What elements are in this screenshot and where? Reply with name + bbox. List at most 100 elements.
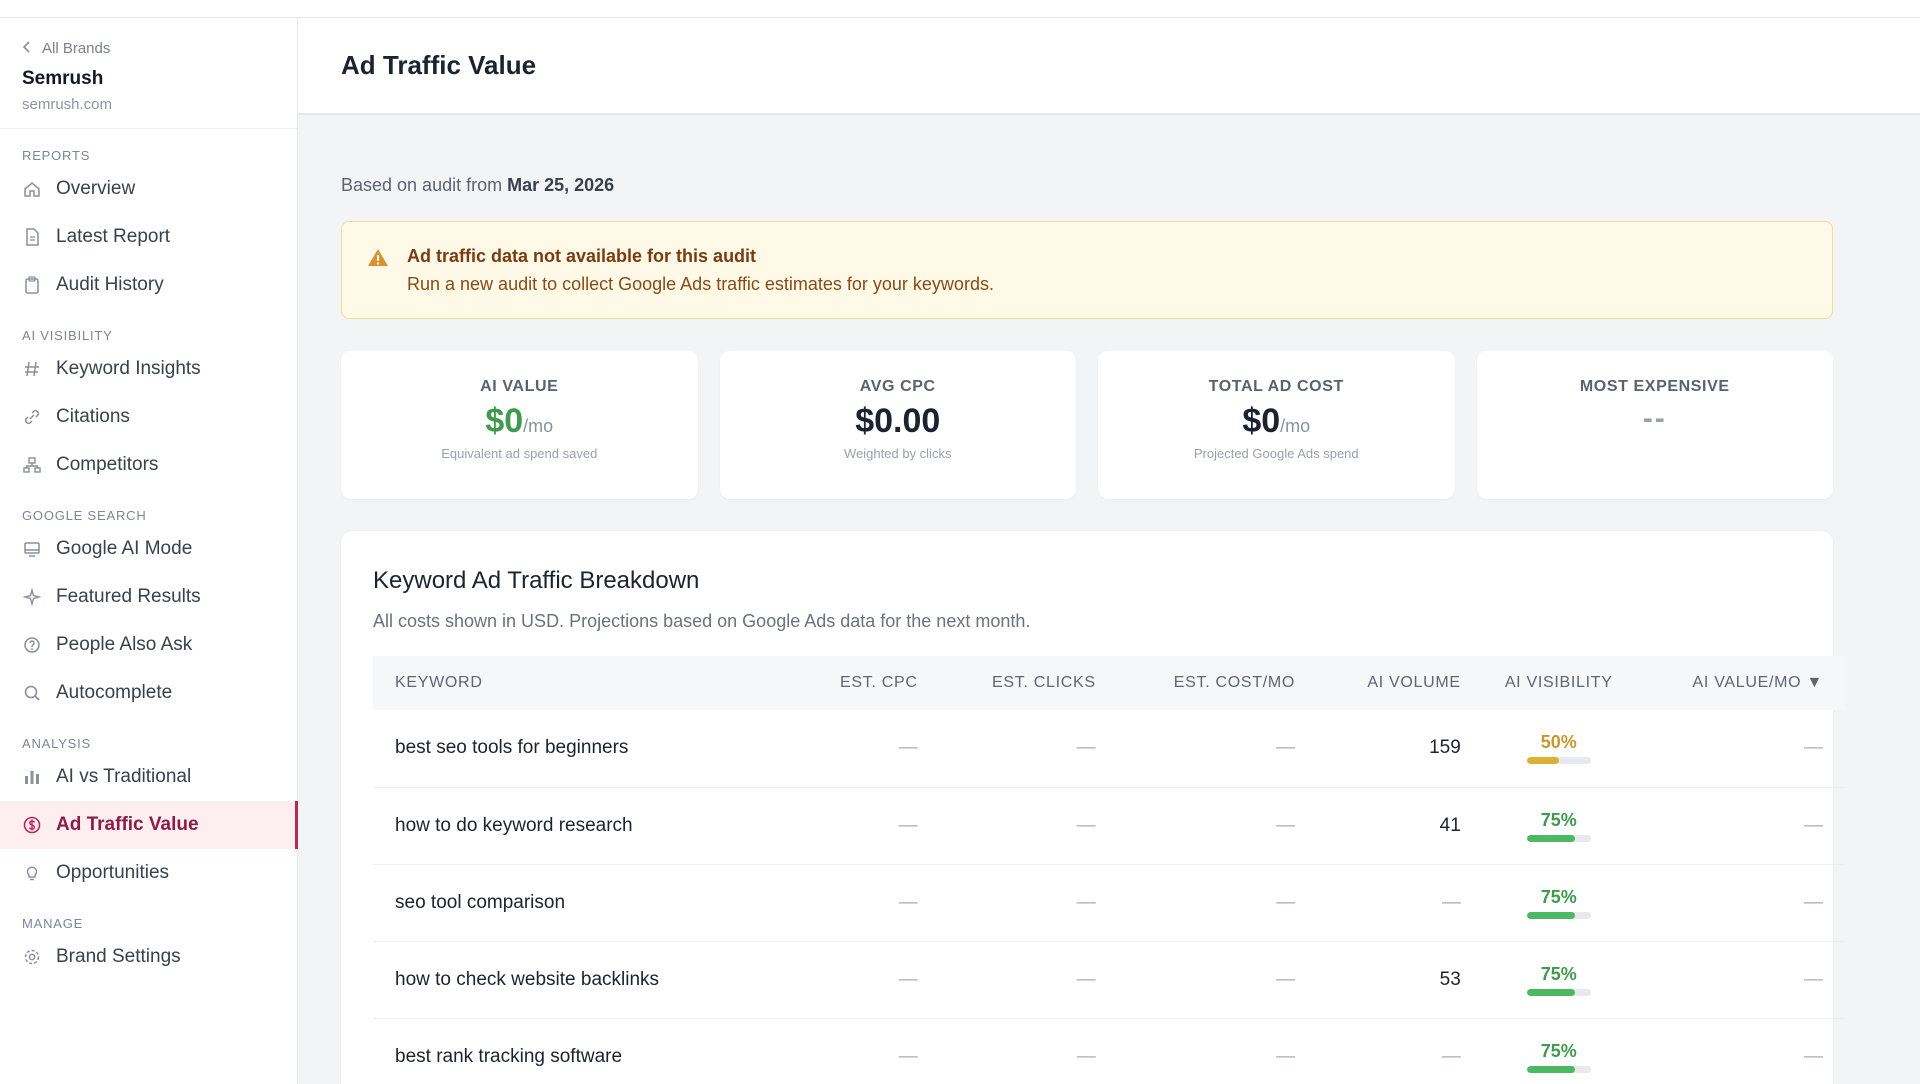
stat-card-avg-cpc: AVG CPC $0.00 Weighted by clicks: [719, 351, 1076, 499]
all-brands-link[interactable]: All Brands: [22, 38, 275, 58]
main-content: Ad Traffic Value Based on audit from Mar…: [298, 18, 1920, 1084]
cell-keyword: best seo tools for beginners: [395, 737, 629, 759]
sidebar-item-label: Audit History: [56, 274, 164, 295]
sidebar-item-label: Competitors: [56, 454, 159, 475]
sidebar-item-label: Opportunities: [56, 862, 170, 883]
stat-unit: /mo: [523, 416, 554, 436]
sidebar-item-keyword-insights[interactable]: Keyword Insights: [0, 345, 297, 393]
sidebar: All Brands Semrush semrush.com REPORTS Ov…: [0, 18, 298, 1084]
visibility-percent: 75%: [1540, 809, 1577, 830]
nav-section: GOOGLE SEARCH Google AI Mode Featured Resu…: [0, 507, 297, 717]
search-icon: [22, 683, 42, 703]
cell-visibility: 50%: [1483, 710, 1635, 787]
sidebar-item-citations[interactable]: Citations: [0, 393, 297, 441]
content-area: Based on audit from Mar 25, 2026 Ad traf…: [298, 175, 1876, 1084]
visibility-percent: 50%: [1540, 732, 1577, 753]
visibility-meter: 75%: [1526, 887, 1591, 919]
nav-section-title: REPORTS: [22, 148, 91, 163]
cell-cost: —: [1276, 737, 1296, 759]
sidebar-item-label: Autocomplete: [56, 682, 173, 703]
col-est-cpc[interactable]: EST. CPC: [840, 674, 918, 691]
cell-visibility: 75%: [1483, 787, 1635, 864]
cell-cost: —: [1276, 968, 1296, 990]
table-row[interactable]: best seo tools for beginners — — — 159 50% —: [373, 710, 1845, 787]
stat-value-wrap: $0/mo: [1242, 402, 1310, 442]
sidebar-item-label: Featured Results: [56, 586, 201, 607]
visibility-bar: [1526, 988, 1591, 996]
stat-value-wrap: $0.00: [855, 402, 940, 442]
stat-label: TOTAL AD COST: [1208, 378, 1344, 395]
col-ai-value[interactable]: AI VALUE/MO ▼: [1692, 674, 1823, 691]
sidebar-item-brand-settings[interactable]: Brand Settings: [0, 933, 297, 981]
link-icon: [22, 407, 42, 427]
stat-label: AVG CPC: [859, 378, 936, 395]
cell-visibility: 75%: [1483, 864, 1635, 941]
brand-block: All Brands Semrush semrush.com: [0, 18, 297, 129]
nav-section-title: MANAGE: [22, 916, 84, 931]
sidebar-item-ad-traffic-value[interactable]: Ad Traffic Value: [0, 801, 298, 849]
sidebar-item-label: Keyword Insights: [56, 358, 201, 379]
col-ai-visibility[interactable]: AI VISIBILITY: [1504, 674, 1613, 691]
nav-section-title: ANALYSIS: [22, 736, 92, 751]
sidebar-item-audit-history[interactable]: Audit History: [0, 261, 297, 309]
sidebar-item-competitors[interactable]: Competitors: [0, 441, 297, 489]
sidebar-item-label: Overview: [56, 178, 136, 199]
nav-section-title: GOOGLE SEARCH: [22, 508, 147, 523]
cell-clicks: —: [1076, 891, 1096, 913]
visibility-bar-fill: [1526, 988, 1575, 996]
visibility-bar-fill: [1526, 911, 1575, 919]
col-ai-volume[interactable]: AI VOLUME: [1367, 674, 1461, 691]
table-row[interactable]: best rank tracking software — — — — 75% —: [373, 1018, 1845, 1084]
table-row[interactable]: how to check website backlinks — — — 53 75% —: [373, 941, 1845, 1018]
cell-cpc: —: [898, 891, 918, 913]
cell-cost: —: [1276, 814, 1296, 836]
table-title: Keyword Ad Traffic Breakdown: [373, 567, 700, 594]
col-est-clicks[interactable]: EST. CLICKS: [992, 674, 1096, 691]
gear-icon: [22, 947, 42, 967]
cell-keyword: best rank tracking software: [395, 1045, 623, 1067]
lightbulb-icon: [22, 863, 42, 883]
sidebar-item-overview[interactable]: Overview: [0, 165, 297, 213]
table-row[interactable]: how to do keyword research — — — 41 75% —: [373, 787, 1845, 864]
sidebar-item-google-ai-mode[interactable]: Google AI Mode: [0, 525, 297, 573]
stat-value: $0: [485, 402, 524, 440]
visibility-bar: [1526, 757, 1591, 765]
sidebar-item-label: People Also Ask: [56, 634, 193, 655]
audit-date: Mar 25, 2026: [507, 175, 615, 195]
visibility-meter: 50%: [1526, 732, 1591, 765]
sidebar-item-opportunities[interactable]: Opportunities: [0, 849, 297, 897]
sidebar-item-label: Google AI Mode: [56, 538, 193, 559]
page-title: Ad Traffic Value: [341, 50, 537, 80]
audit-info: Based on audit from Mar 25, 2026: [341, 175, 1833, 199]
stat-caption: Equivalent ad spend saved: [441, 446, 598, 461]
cell-cpc: —: [898, 814, 918, 836]
sidebar-item-people-also-ask[interactable]: People Also Ask: [0, 621, 297, 669]
bar-chart-icon: [22, 767, 42, 787]
visibility-percent: 75%: [1540, 1040, 1577, 1061]
cell-clicks: —: [1076, 814, 1096, 836]
sidebar-item-featured-results[interactable]: Featured Results: [0, 573, 297, 621]
stat-value: $0: [1242, 402, 1281, 440]
sparkle-icon: [22, 587, 42, 607]
stat-value: $0.00: [855, 402, 941, 440]
sidebar-item-label: Ad Traffic Value: [56, 814, 199, 835]
visibility-meter: 75%: [1526, 964, 1591, 996]
col-est-cost[interactable]: EST. COST/MO: [1173, 674, 1296, 691]
sidebar-item-label: Latest Report: [56, 226, 171, 247]
keyword-table: KEYWORD EST. CPC EST. CLICKS EST. COST/M…: [373, 656, 1845, 1084]
home-icon: [22, 179, 42, 199]
stat-card-total-ad-cost: TOTAL AD COST $0/mo Projected Google Ads s…: [1098, 351, 1455, 499]
stat-label: AI VALUE: [480, 378, 559, 395]
sidebar-item-latest-report[interactable]: Latest Report: [0, 213, 297, 261]
table-row[interactable]: seo tool comparison — — — — 75% —: [373, 864, 1845, 941]
sidebar-item-ai-vs-traditional[interactable]: AI vs Traditional: [0, 753, 297, 801]
sidebar-item-autocomplete[interactable]: Autocomplete: [0, 669, 297, 717]
sidebar-item-label: AI vs Traditional: [56, 766, 192, 787]
table-subtitle: All costs shown in USD. Projections base…: [373, 611, 1031, 631]
stat-card-most-expensive: MOST EXPENSIVE --: [1476, 351, 1833, 499]
warning-alert: Ad traffic data not available for this a…: [341, 221, 1833, 319]
nav-section: REPORTS Overview Latest Report Audit Histor…: [0, 147, 297, 309]
cell-value: —: [1804, 737, 1823, 759]
col-keyword[interactable]: KEYWORD: [395, 674, 483, 691]
brand-domain: semrush.com: [22, 96, 113, 113]
